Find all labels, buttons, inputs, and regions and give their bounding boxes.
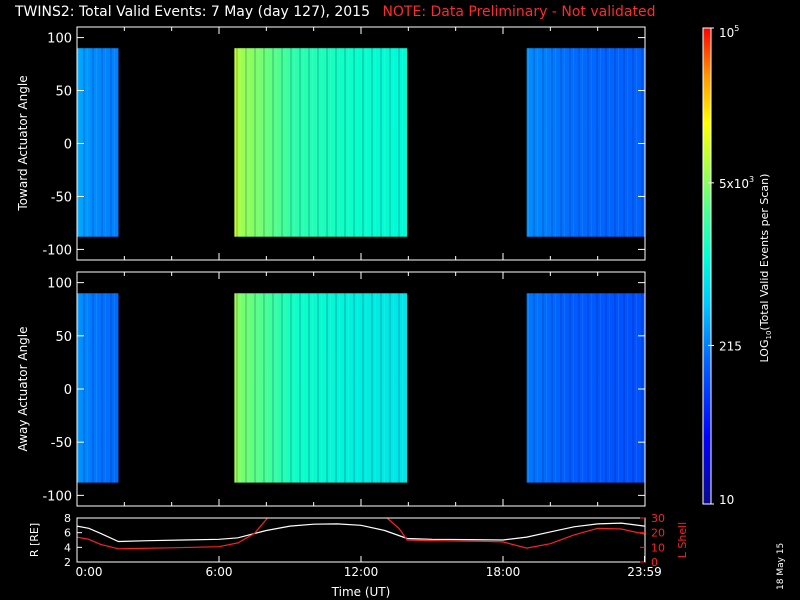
colorbar-tick-base: 5x10 [719, 177, 749, 191]
colorbar-tick-label: 5x103 [719, 175, 754, 191]
ytick-label: 50 [55, 85, 72, 100]
orbit-lines [76, 517, 645, 550]
xtick-label: 12:00 [344, 565, 379, 579]
toward-ylabel: Toward Actuator Angle [16, 75, 30, 211]
toward-yticks: 100 50 0 -50 -100 [42, 27, 646, 260]
colorbar-label-rest: (Total Valid Events per Scan) [758, 174, 771, 331]
heatmap-streaks [234, 48, 408, 237]
away-ylabel: Away Actuator Angle [16, 326, 30, 451]
orbit-ylabel-left: R [RE] [28, 523, 41, 557]
ytick-label: 50 [55, 330, 72, 345]
colorbar-tick-exp: 3 [749, 175, 754, 184]
colorbar-tick-label: 105 [719, 24, 739, 40]
ytick-label: 30 [651, 512, 665, 525]
time-axis-label: Time (UT) [331, 585, 391, 599]
ytick-label: -100 [42, 243, 72, 258]
colorbar-tick-label: 215 [719, 339, 742, 353]
colorbar-tick-base: 10 [719, 493, 734, 507]
ytick-label: 0 [64, 383, 72, 398]
away-panel: 100 50 0 -50 -100 Away Actuator Angle [16, 271, 646, 507]
xtick-label: 6:00 [206, 565, 233, 579]
lshell-series-line [386, 517, 645, 549]
ytick-label: -100 [42, 489, 72, 504]
orbit-xticks: 0:00 6:00 12:00 18:00 23:59 [76, 556, 662, 579]
ytick-label: 20 [651, 527, 665, 540]
colorbar-label-main: LOG [758, 340, 771, 363]
ytick-label: -50 [51, 436, 72, 451]
heatmap-streaks [77, 293, 119, 483]
heatmap-streaks [234, 293, 408, 483]
ytick-label: 4 [64, 541, 71, 554]
preliminary-note: NOTE: Data Preliminary - Not validated [382, 4, 656, 20]
colorbar-tick-base: 215 [719, 339, 742, 353]
away-heatmap [77, 293, 645, 483]
ytick-label: 0 [651, 556, 658, 569]
xtick-label: 0:00 [76, 565, 103, 579]
toward-panel: 100 50 0 -50 -100 Toward Actuator Angle [16, 26, 646, 261]
date-stamp: 18 May 15 [776, 542, 786, 590]
colorbar-label-sub: 10 [765, 331, 773, 340]
title-text: TWINS2: Total Valid Events: 7 May (day 1… [15, 4, 370, 20]
heatmap-streaks [526, 293, 645, 483]
lshell-series-line [76, 517, 268, 550]
orbit-ylabel-right: L Shell [676, 522, 689, 558]
ytick-label: -50 [51, 190, 72, 205]
xtick-label: 18:00 [486, 565, 521, 579]
ytick-label: 8 [64, 512, 71, 525]
heatmap-streaks [526, 48, 645, 237]
orbit-yticks-left: 2 46 8 [64, 512, 82, 569]
ytick-label: 100 [47, 32, 72, 47]
heatmap-streaks [77, 48, 119, 237]
colorbar-gradient [702, 27, 712, 505]
r-series-line [76, 522, 645, 543]
away-yticks: 100 50 0 -50 -100 [42, 272, 646, 506]
colorbar-tick-label: 10 [719, 493, 734, 507]
ytick-label: 10 [651, 541, 665, 554]
colorbar-tick-base: 10 [719, 26, 734, 40]
ytick-label: 2 [64, 556, 71, 569]
ytick-label: 0 [64, 138, 72, 153]
toward-heatmap [77, 48, 645, 237]
chart-title: TWINS2: Total Valid Events: 7 May (day 1… [15, 4, 655, 20]
xtick-label: 23:59 [627, 565, 662, 579]
colorbar-label: LOG10(Total Valid Events per Scan) [758, 174, 773, 363]
ytick-label: 6 [64, 527, 71, 540]
ytick-label: 100 [47, 277, 72, 292]
colorbar-tick-exp: 5 [734, 24, 739, 33]
